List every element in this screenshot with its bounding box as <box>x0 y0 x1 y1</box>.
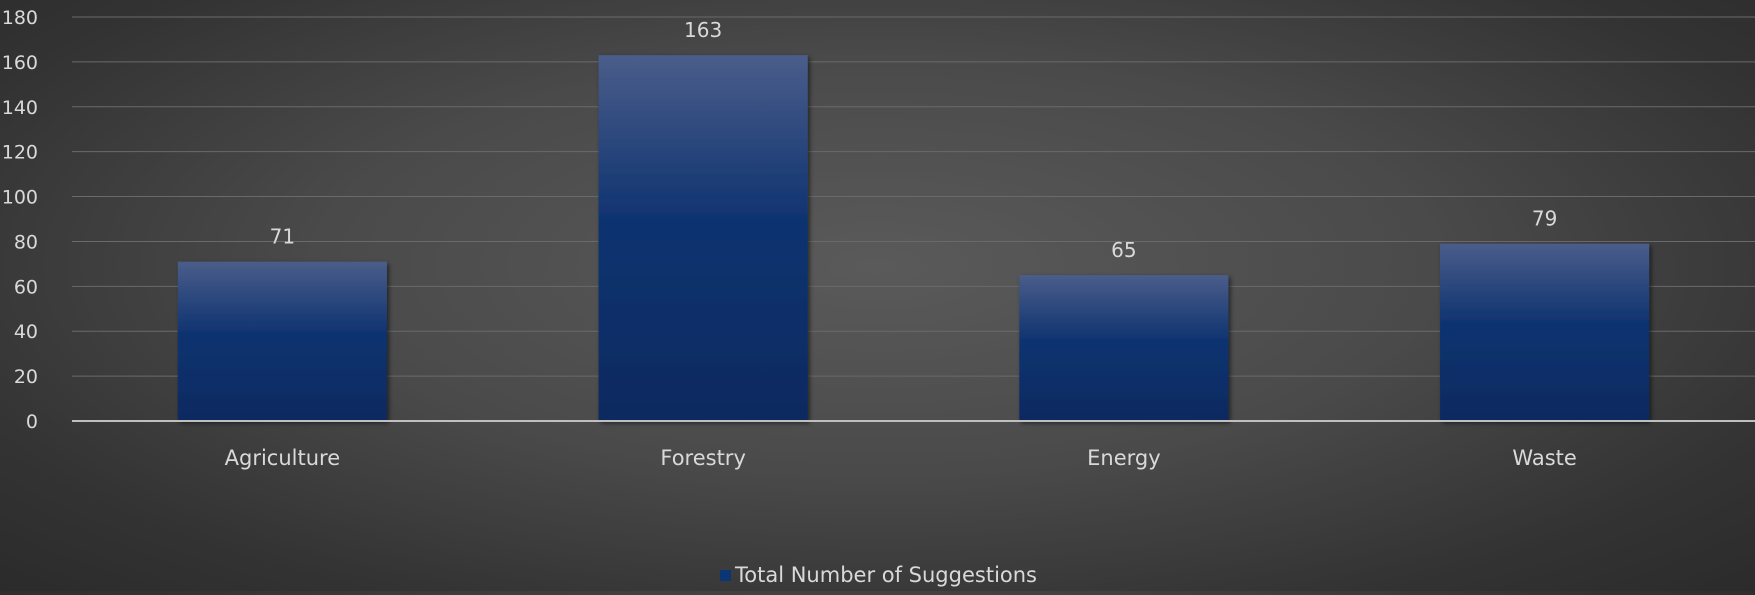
y-tick-label: 40 <box>14 321 38 343</box>
data-label-agriculture: 71 <box>270 225 295 249</box>
x-category-label-energy: Energy <box>1087 446 1161 470</box>
bar-agriculture <box>177 261 387 421</box>
x-category-label-waste: Waste <box>1512 446 1576 470</box>
bar-waste <box>1440 243 1650 421</box>
legend-label: Total Number of Suggestions <box>734 563 1037 587</box>
x-axis-category-labels: Agriculture Forestry Energy Waste <box>225 446 1577 470</box>
y-tick-label: 20 <box>14 366 38 388</box>
data-labels: 71 163 65 79 <box>270 18 1558 262</box>
y-axis-tick-labels: 0 20 40 60 80 100 120 140 160 180 <box>2 7 38 433</box>
y-tick-label: 160 <box>2 52 38 74</box>
bar-energy <box>1019 275 1229 421</box>
y-tick-label: 80 <box>14 231 38 253</box>
data-label-forestry: 163 <box>684 18 722 42</box>
bar-forestry <box>598 55 808 422</box>
legend: Total Number of Suggestions <box>720 563 1037 587</box>
x-category-label-forestry: Forestry <box>660 446 746 470</box>
y-tick-label: 60 <box>14 276 38 298</box>
y-tick-label: 100 <box>2 187 38 209</box>
x-category-label-agriculture: Agriculture <box>225 446 341 470</box>
y-tick-label: 180 <box>2 7 38 29</box>
y-tick-label: 0 <box>26 411 38 433</box>
y-tick-label: 120 <box>2 142 38 164</box>
legend-swatch <box>720 570 731 581</box>
data-label-waste: 79 <box>1532 207 1557 231</box>
data-label-energy: 65 <box>1111 238 1136 262</box>
y-tick-label: 140 <box>2 97 38 119</box>
bars <box>177 55 1650 422</box>
